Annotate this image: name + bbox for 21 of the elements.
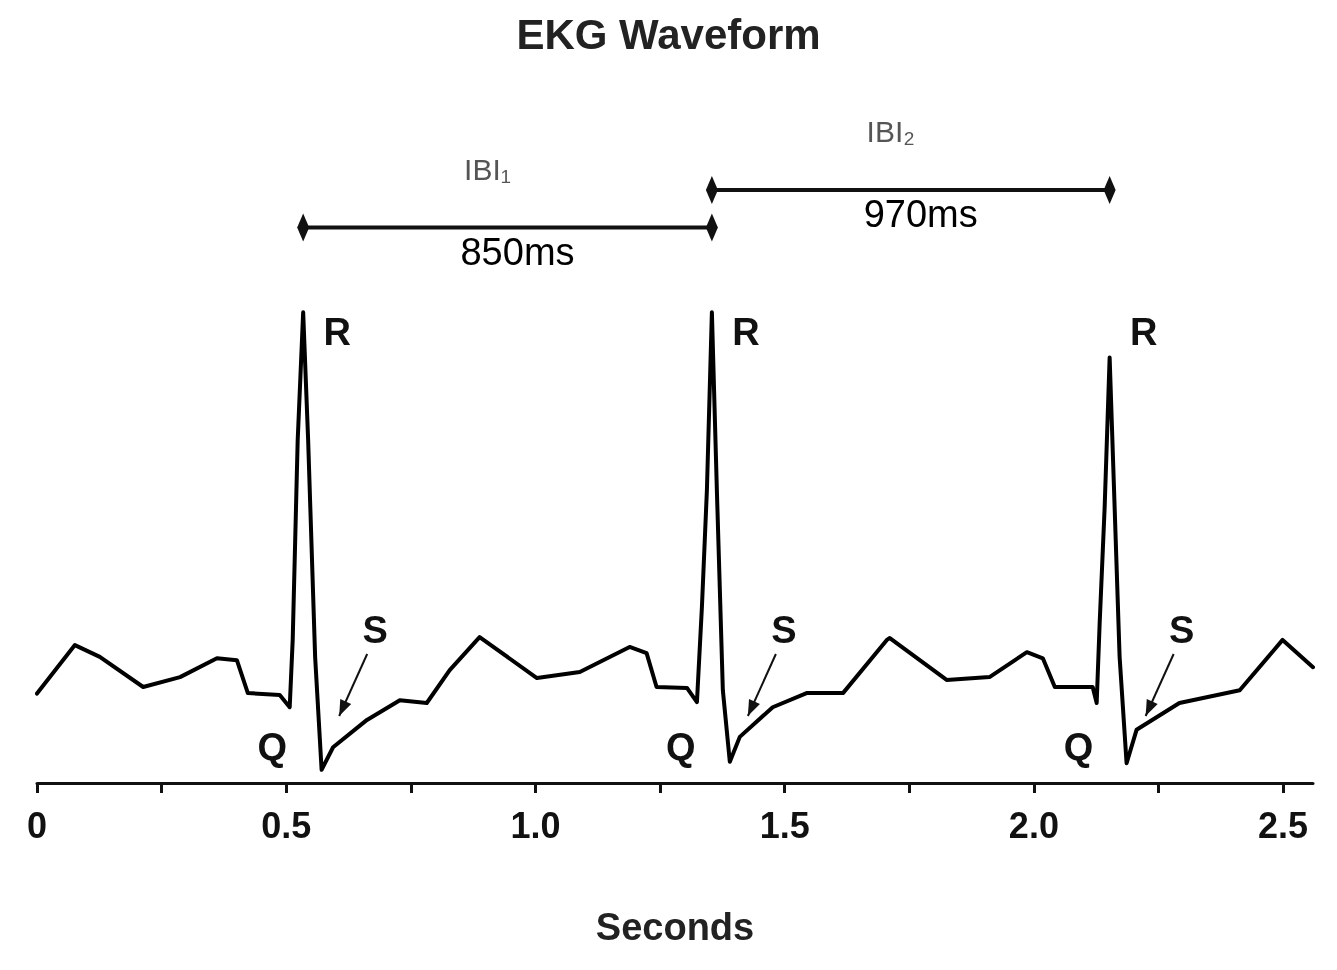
chart-title: EKG Waveform	[516, 10, 821, 58]
x-axis-title: Seconds	[595, 906, 755, 948]
x-tick-label: 2.5	[1258, 804, 1309, 846]
x-tick-label: 2.0	[1008, 804, 1059, 846]
text: IBI₁	[464, 153, 511, 187]
annotation: R	[1129, 311, 1158, 354]
x-tick-label: 1.0	[510, 804, 561, 846]
annotation: Q	[257, 726, 287, 768]
annotation: Q	[666, 726, 696, 768]
annotation: Q	[1063, 726, 1094, 768]
text: 970ms	[863, 192, 978, 235]
annotation: S	[771, 609, 797, 651]
x-tick-label: 1.5	[759, 804, 810, 846]
text: 850ms	[460, 230, 575, 273]
annotation: S	[1168, 609, 1195, 651]
annotation: R	[732, 311, 760, 354]
annotation: R	[323, 311, 351, 354]
x-tick-label: 0.5	[261, 804, 312, 846]
annotation: S	[362, 609, 388, 651]
x-tick-label: 0	[26, 804, 48, 846]
text: IBI₂	[866, 115, 915, 149]
